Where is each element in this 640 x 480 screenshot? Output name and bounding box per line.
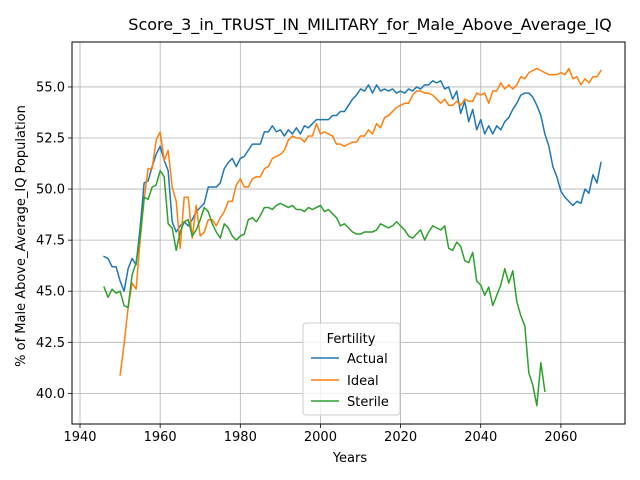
legend-box [302,322,401,416]
x-tick-label: 2020 [384,430,417,445]
legend: Fertility Actual Ideal Sterile [302,322,401,416]
x-tick-label: 2060 [544,430,577,445]
axes-frame [71,41,626,425]
x-tick-label: 1960 [144,430,177,445]
y-tick-label: 50.0 [36,183,65,198]
y-tick-label: 55.0 [36,80,65,95]
chart-title: Score_3_in_TRUST_IN_MILITARY_for_Male_Ab… [128,15,611,35]
grid [72,42,625,424]
legend-title: Fertility [327,332,376,347]
x-tick-label: 1980 [224,430,257,445]
legend-label-ideal: Ideal [347,374,379,389]
y-tick-label: 52.5 [36,132,65,147]
y-tick-label: 45.0 [36,285,65,300]
y-tick-label: 47.5 [36,234,65,249]
series-line-ideal [119,67,602,376]
y-axis-label: % of Male Above_Average_IQ Population [14,105,29,367]
x-tick-label: 2040 [464,430,497,445]
series-lines [103,67,602,407]
legend-label-sterile: Sterile [347,395,389,410]
x-tick-label: 2000 [304,430,337,445]
series-line-sterile [103,169,546,407]
series-line-actual [103,80,602,292]
ticks: 1940 1960 1980 2000 2020 2040 2060 40.0 42.5 45.0… [36,80,577,445]
x-axis-label: Years [332,451,368,466]
y-tick-label: 42.5 [36,336,65,351]
x-tick-label: 1940 [63,430,96,445]
legend-label-actual: Actual [347,352,388,367]
y-tick-label: 40.0 [36,387,65,402]
